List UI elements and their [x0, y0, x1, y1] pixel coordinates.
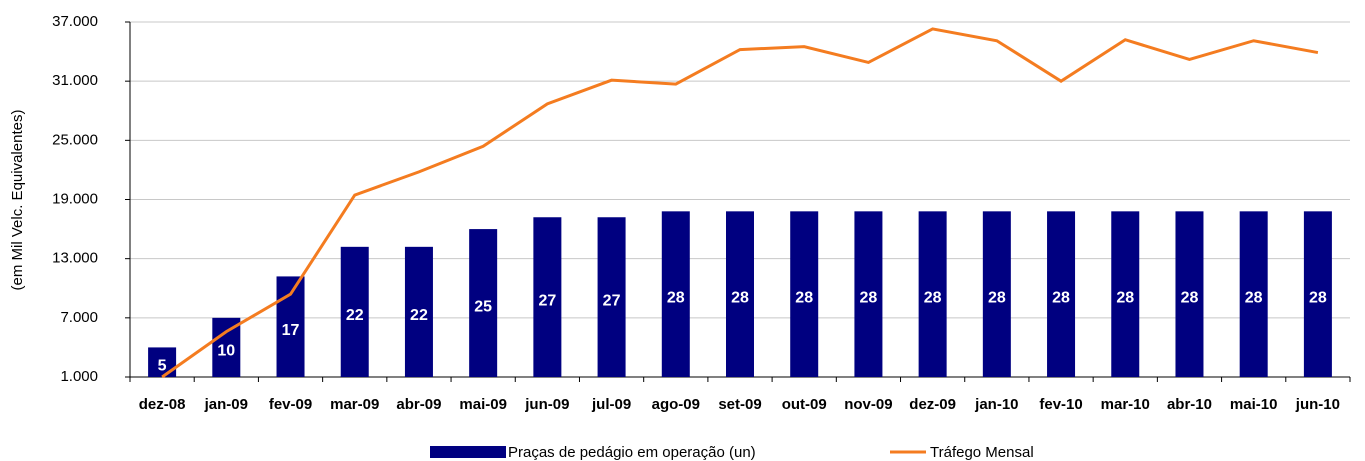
x-tick-label: dez-09: [909, 396, 956, 413]
x-tick-label: jul-09: [591, 396, 631, 413]
bar: [790, 211, 819, 377]
x-tick-label: jun-09: [524, 396, 569, 413]
legend-swatch: [430, 446, 506, 458]
x-tick-label: mai-10: [1230, 396, 1278, 413]
bar: [1239, 211, 1268, 377]
bar-value-label: 28: [1309, 289, 1327, 306]
y-tick-label: 1.000: [60, 368, 98, 385]
x-tick-label: mai-09: [459, 396, 507, 413]
bar: [1047, 211, 1076, 377]
y-tick-label: 19.000: [52, 190, 98, 207]
x-tick-label: out-09: [782, 396, 827, 413]
bar-value-label: 17: [282, 322, 300, 339]
bar-value-label: 28: [988, 289, 1006, 306]
legend-label: Praças de pedágio em operação (un): [508, 444, 756, 461]
bar: [1303, 211, 1332, 377]
y-tick-label: 31.000: [52, 72, 98, 89]
bar-value-label: 28: [1052, 289, 1070, 306]
bar-value-label: 28: [731, 289, 749, 306]
bar: [1175, 211, 1204, 377]
x-tick-label: ago-09: [652, 396, 700, 413]
bar-value-label: 28: [924, 289, 942, 306]
bar: [726, 211, 754, 377]
y-tick-label: 13.000: [52, 250, 98, 267]
x-tick-label: abr-10: [1167, 396, 1212, 413]
x-tick-label: dez-08: [139, 396, 186, 413]
bar-value-label: 28: [1116, 289, 1134, 306]
y-axis-label: (em Mil Velc. Equivalentes): [9, 110, 26, 291]
bar-value-label: 28: [1245, 289, 1263, 306]
legend-label: Tráfego Mensal: [930, 444, 1034, 461]
x-tick-label: fev-10: [1039, 396, 1082, 413]
bar-value-label: 25: [474, 298, 492, 315]
x-tick-label: mar-10: [1101, 396, 1150, 413]
x-tick-label: fev-09: [269, 396, 312, 413]
y-tick-label: 25.000: [52, 131, 98, 148]
bar: [404, 246, 433, 377]
bar-value-label: 27: [538, 292, 556, 309]
bar: [982, 211, 1011, 377]
bar: [533, 217, 562, 377]
x-tick-label: mar-09: [330, 396, 379, 413]
bar-value-label: 22: [410, 307, 428, 324]
bar-value-label: 5: [158, 357, 167, 374]
x-tick-label: jan-10: [974, 396, 1018, 413]
bar: [1111, 211, 1140, 377]
x-tick-label: jan-09: [204, 396, 248, 413]
y-tick-label: 7.000: [60, 309, 98, 326]
x-tick-label: jun-10: [1295, 396, 1340, 413]
bar: [918, 211, 947, 377]
x-tick-label: set-09: [718, 396, 761, 413]
bar: [340, 246, 369, 377]
bar-value-label: 28: [667, 289, 685, 306]
bar-value-label: 27: [603, 292, 621, 309]
bar-value-label: 28: [860, 289, 878, 306]
bar: [597, 217, 626, 377]
bar: [469, 229, 498, 377]
bar-value-label: 10: [217, 343, 235, 360]
bar: [661, 211, 690, 377]
x-tick-label: abr-09: [396, 396, 441, 413]
x-tick-label: nov-09: [844, 396, 892, 413]
bar-value-label: 28: [1181, 289, 1199, 306]
line: [161, 27, 1319, 379]
bar-value-label: 28: [795, 289, 813, 306]
y-tick-label: 37.000: [52, 13, 98, 30]
bar: [854, 211, 883, 377]
bar-value-label: 22: [346, 307, 364, 324]
